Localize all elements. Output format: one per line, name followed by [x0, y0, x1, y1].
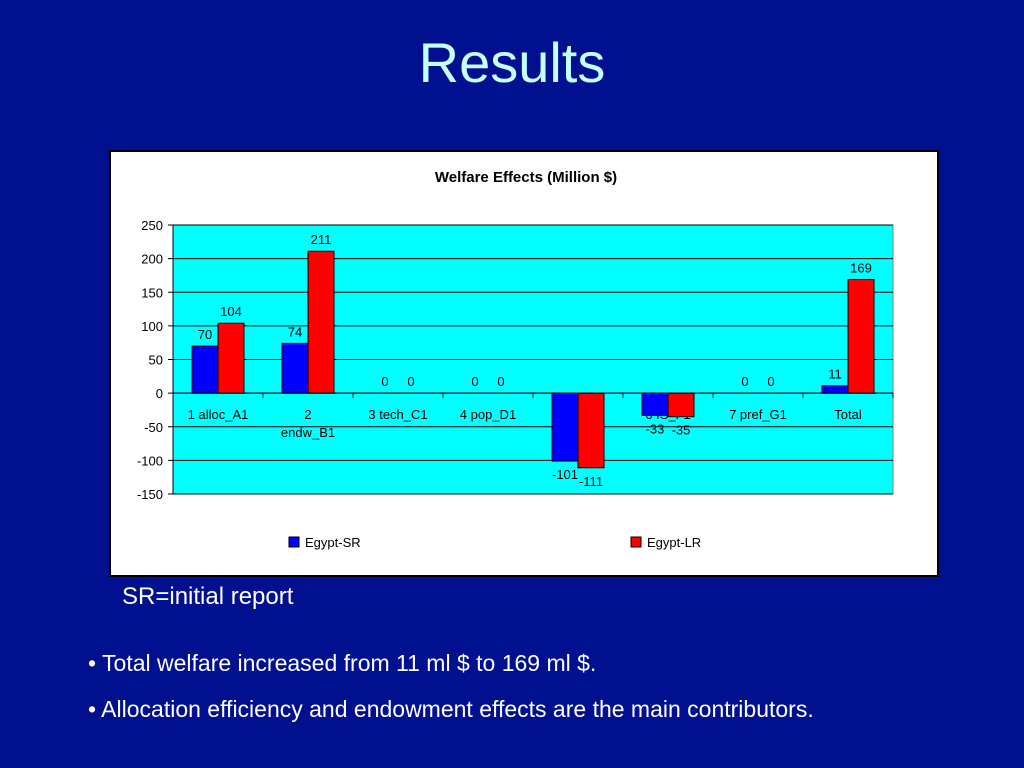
y-tick-label: -100: [137, 453, 163, 468]
legend-swatch-egypt-sr: [288, 536, 300, 548]
y-tick-label: 250: [141, 218, 163, 233]
x-tick-label: 7 pref_G1: [729, 407, 787, 422]
bar-egypt-lr: [667, 392, 695, 418]
y-tick-label: 200: [141, 252, 163, 267]
caption: SR=initial report: [122, 583, 294, 610]
data-label: -35: [672, 423, 691, 438]
x-tick-label: endw_B1: [281, 425, 335, 440]
bar-egypt-sr: [641, 392, 669, 416]
data-label: 0: [741, 374, 748, 389]
data-label: -33: [646, 421, 665, 436]
data-label: 0: [381, 374, 388, 389]
data-label: 11: [828, 367, 842, 382]
x-tick-label: 1 alloc_A1: [188, 407, 249, 422]
y-tick-label: 0: [156, 386, 163, 401]
data-label: -101: [552, 467, 578, 482]
data-label: 0: [471, 374, 478, 389]
y-tick-label: -50: [144, 420, 163, 435]
data-label: 0: [407, 374, 414, 389]
data-label: 70: [198, 327, 212, 342]
data-label: 211: [311, 232, 332, 247]
chart-container: Welfare Effects (Million $) 250 200 150 100…: [109, 150, 939, 577]
x-tick-label: Total: [834, 407, 862, 422]
slide-title: Results: [418, 31, 606, 94]
bar-egypt-sr: [821, 385, 849, 394]
data-label: 0: [767, 374, 774, 389]
y-tick-label: 150: [141, 285, 163, 300]
bar-egypt-sr: [551, 392, 579, 462]
bar-egypt-sr: [281, 342, 309, 394]
legend-swatch-egypt-lr: [630, 536, 642, 548]
chart-title: Welfare Effects (Million $): [435, 169, 617, 186]
bar-egypt-lr: [307, 250, 335, 394]
bar-egypt-lr: [847, 278, 875, 394]
data-label: 0: [497, 374, 504, 389]
y-tick-label: -150: [137, 487, 163, 502]
y-tick-label: 100: [141, 319, 163, 334]
bullet-main-contributors: • Allocation efficiency and endowment ef…: [88, 696, 814, 722]
x-tick-label: 2: [304, 407, 311, 422]
welfare-bar-chart: Welfare Effects (Million $) 250200150100…: [137, 169, 894, 550]
legend-label-egypt-sr: Egypt-SR: [305, 535, 361, 550]
legend-label-egypt-lr: Egypt-LR: [647, 535, 701, 550]
y-tick-label: 50: [149, 353, 163, 368]
bar-egypt-sr: [191, 345, 219, 394]
data-label: 104: [220, 304, 242, 319]
data-label: -111: [579, 474, 603, 489]
bar-egypt-lr: [577, 392, 605, 469]
data-label: 74: [288, 324, 302, 339]
data-label: 169: [850, 260, 872, 275]
bullet-total-welfare: • Total welfare increased from 11 ml $ t…: [88, 650, 597, 676]
bar-egypt-lr: [217, 322, 245, 394]
x-tick-label: 4 pop_D1: [460, 407, 516, 422]
x-tick-label: 3 tech_C1: [368, 407, 427, 422]
